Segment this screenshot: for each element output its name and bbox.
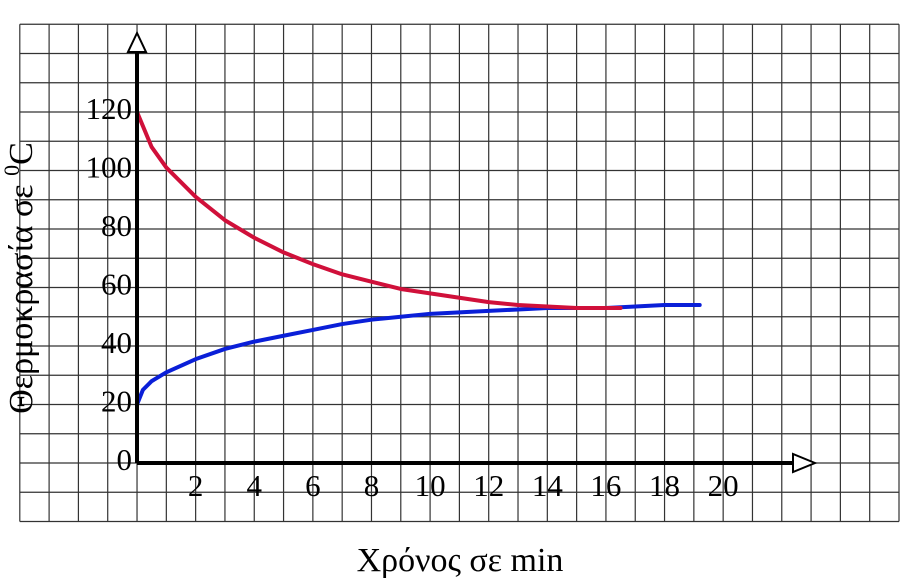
x-tick-label: 6: [305, 468, 321, 503]
lines: [135, 110, 702, 407]
y-tick-label: 60: [101, 267, 132, 302]
grid: [19, 23, 900, 523]
x-tick-label: 8: [364, 468, 380, 503]
y-arrow: [126, 30, 148, 53]
x-tick-label: 16: [590, 468, 621, 503]
tick-labels: 2 4 6 8 10 12 14 16 18 20 0 20 40 60 80 100 120: [86, 91, 739, 503]
series-line: [135, 303, 702, 407]
y-tick-label: 80: [101, 208, 132, 243]
x-tick-label: 4: [247, 468, 263, 503]
x-tick-label: 10: [415, 468, 446, 503]
x-tick-label: 12: [473, 468, 504, 503]
y-tick-label: 0: [117, 442, 133, 477]
y-title-text: Θερμοκρασία σε: [3, 184, 40, 413]
x-arrow: [792, 452, 818, 474]
y-tick-label: 100: [86, 150, 133, 185]
x-axis-title: Χρόνος σε min: [357, 542, 564, 579]
y-title-sup: 0: [0, 165, 24, 176]
y-title-unit: C: [3, 142, 40, 165]
x-tick-label: 14: [532, 468, 564, 503]
y-tick-label: 120: [86, 91, 133, 126]
y-axis-title: Θερμοκρασία σε 0C: [0, 142, 40, 414]
y-tick-label: 20: [101, 384, 132, 419]
x-tick-label: 20: [708, 468, 739, 503]
y-tick-label: 40: [101, 325, 132, 360]
x-tick-label: 2: [188, 468, 204, 503]
series-line: [135, 110, 623, 310]
x-tick-label: 18: [649, 468, 680, 503]
